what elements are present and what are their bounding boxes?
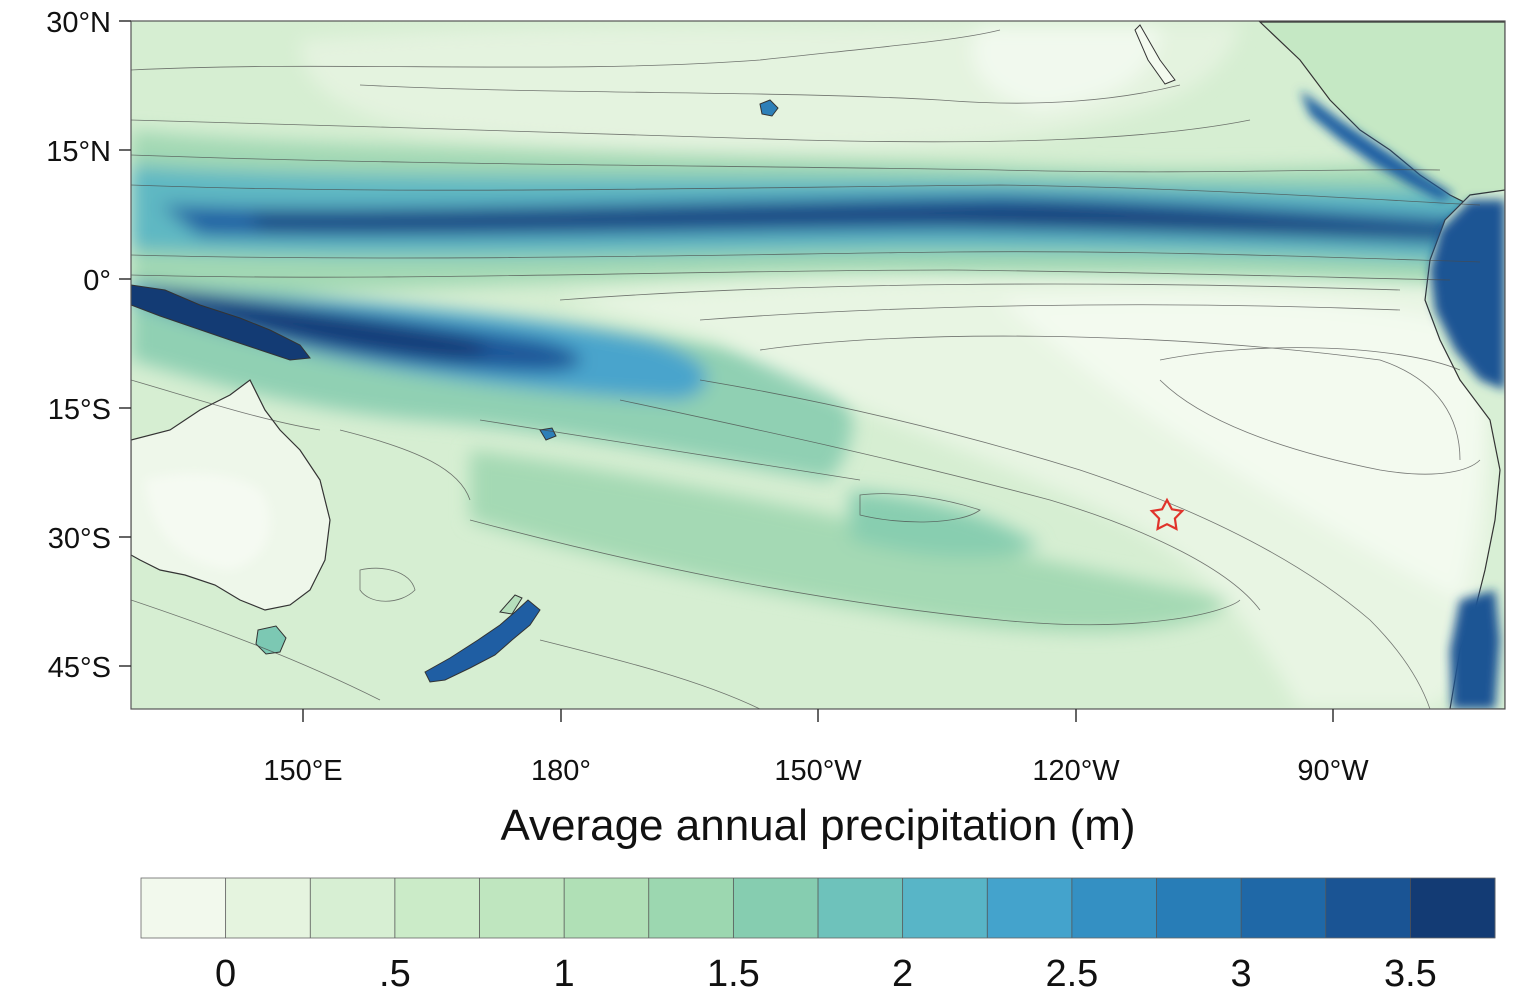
map-panel <box>131 21 1505 709</box>
colorbar-bin <box>1241 878 1327 938</box>
colorbar-tick-label: 3.5 <box>1384 953 1437 995</box>
new-zealand-landmass <box>424 599 541 683</box>
colorbar-bin <box>1410 878 1496 938</box>
tasmania-landmass <box>255 625 287 655</box>
colorbar-bin <box>141 878 227 938</box>
colorbar-bin <box>733 878 819 938</box>
colorbar-bin <box>1071 878 1157 938</box>
lon-tick-label: 180° <box>531 755 591 787</box>
map-title: Average annual precipitation (m) <box>500 801 1135 850</box>
longitude-axis: 150°E 180° 150°W 120°W 90°W <box>263 709 1369 787</box>
colorbar-bin <box>1325 878 1411 938</box>
site-star-marker <box>1149 497 1185 531</box>
new-guinea-landmass <box>131 284 311 361</box>
colorbar-bin <box>225 878 311 938</box>
colorbar-tick-label: 2 <box>892 953 913 995</box>
colorbar-bin <box>648 878 734 938</box>
colorbar-tick-label: 3 <box>1231 953 1252 995</box>
colorbar-bin <box>394 878 480 938</box>
colorbar-frame <box>140 877 1496 939</box>
lat-tick-label: 30°S <box>48 523 111 555</box>
lon-tick-label: 150°W <box>774 755 862 787</box>
colorbar-bin <box>987 878 1073 938</box>
lon-tick-label: 150°E <box>263 755 342 787</box>
dry-zones <box>470 276 1498 709</box>
colorbar-bin <box>1156 878 1242 938</box>
colorbar-bins <box>141 878 1496 938</box>
colorbar-tick-label: 2.5 <box>1045 953 1098 995</box>
lat-tick-label: 30°N <box>46 7 111 39</box>
colorbar-tick-label: 1 <box>554 953 575 995</box>
colorbar-bin <box>479 878 565 938</box>
latitude-axis: 30°N 15°N 0° 15°S 30°S 45°S <box>46 7 131 684</box>
colorbar-labels: 0.511.522.533.54 <box>215 953 1437 995</box>
precipitation-field <box>131 22 1505 480</box>
lon-tick-label: 90°W <box>1297 755 1369 787</box>
lat-tick-label: 15°S <box>48 394 111 426</box>
colorbar-bin <box>902 878 988 938</box>
lon-tick-label: 120°W <box>1032 755 1120 787</box>
colorbar: 0.511.522.533.54 <box>140 877 1496 995</box>
landmasses <box>131 21 1505 709</box>
lat-tick-label: 45°S <box>48 652 111 684</box>
colorbar-bin <box>310 878 396 938</box>
lat-tick-label: 15°N <box>46 136 111 168</box>
colorbar-bin <box>564 878 650 938</box>
lat-tick-label: 0° <box>83 265 111 297</box>
colorbar-bin <box>818 878 904 938</box>
colorbar-tick-label: 0 <box>215 953 236 995</box>
hawaii-islands <box>759 99 779 117</box>
colorbar-tick-label: .5 <box>379 953 411 995</box>
colorbar-tick-label: 1.5 <box>707 953 760 995</box>
contour-lines <box>131 29 1481 709</box>
